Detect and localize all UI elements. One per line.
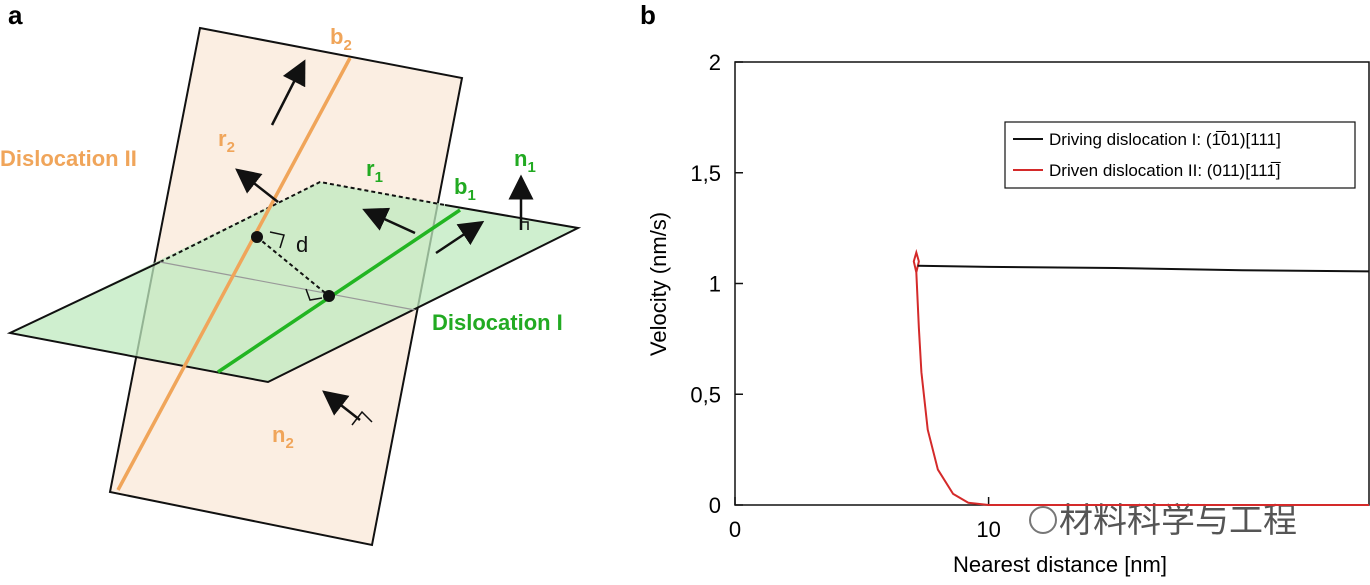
label-subscript: 2 [227, 139, 235, 156]
label-subscript: 1 [527, 159, 535, 176]
label-text: b [454, 174, 467, 199]
diagram-label: n2 [272, 422, 294, 452]
label-text: n [514, 146, 527, 171]
y-tick-label: 0,5 [690, 382, 721, 407]
data-line [917, 264, 1370, 273]
dislocation-2-line [116, 57, 352, 491]
diagram-label: b1 [454, 174, 476, 204]
intersection-line [159, 261, 416, 311]
point [251, 231, 263, 243]
y-tick-label: 2 [709, 50, 721, 75]
arrows [235, 59, 534, 421]
x-axis-label: Nearest distance [nm] [953, 552, 1167, 577]
label-text: b [330, 24, 343, 49]
label-subscript: 2 [343, 37, 351, 54]
panel-label: b [640, 0, 656, 30]
label-subscript: 2 [285, 435, 293, 452]
legend-box [1004, 121, 1356, 189]
label-text: r [218, 126, 227, 151]
dislocation-1-line [217, 208, 461, 374]
diagram-label: d [296, 232, 308, 257]
right-angle [269, 231, 285, 249]
plane-1 [10, 182, 578, 382]
diagram-label: n1 [514, 146, 536, 176]
label-subscript: 1 [375, 169, 383, 186]
y-tick-label: 0 [709, 493, 721, 518]
watermark-icon [1029, 506, 1057, 534]
x-tick-label: 0 [729, 517, 741, 542]
label-text: Dislocation I [432, 310, 563, 335]
x-tick-label: 10 [976, 517, 1000, 542]
point [323, 290, 335, 302]
y-tick-label: 1,5 [690, 161, 721, 186]
diagram-label: Dislocation I [432, 310, 563, 335]
label-text: r [366, 156, 375, 181]
diagram-label: b2 [330, 24, 352, 54]
distance-d [256, 236, 330, 297]
legend-label: Driven dislocation II: (011)[111̅] [1049, 161, 1281, 180]
plane-1-edge [6, 204, 582, 384]
y-axis-label: Velocity (nm/s) [646, 212, 671, 356]
diagram-label: r1 [366, 156, 383, 186]
panel-label: a [8, 0, 23, 30]
data-line [912, 248, 1369, 506]
diagram-label: Dislocation II [0, 146, 137, 171]
right-angle [351, 410, 373, 426]
right-angle [305, 288, 323, 301]
legend-label: Driving dislocation I: (1̅01)[111] [1049, 130, 1281, 149]
label-text: Dislocation II [0, 146, 137, 171]
watermark: 材料科学与工程 [1059, 502, 1297, 540]
diagram-label: r2 [218, 126, 235, 156]
label-subscript: 1 [467, 187, 475, 204]
right-angle [521, 221, 529, 230]
y-tick-label: 1 [709, 272, 721, 297]
label-text: d [296, 232, 308, 257]
label-text: n [272, 422, 285, 447]
plane-1-hidden-edge [159, 180, 446, 263]
